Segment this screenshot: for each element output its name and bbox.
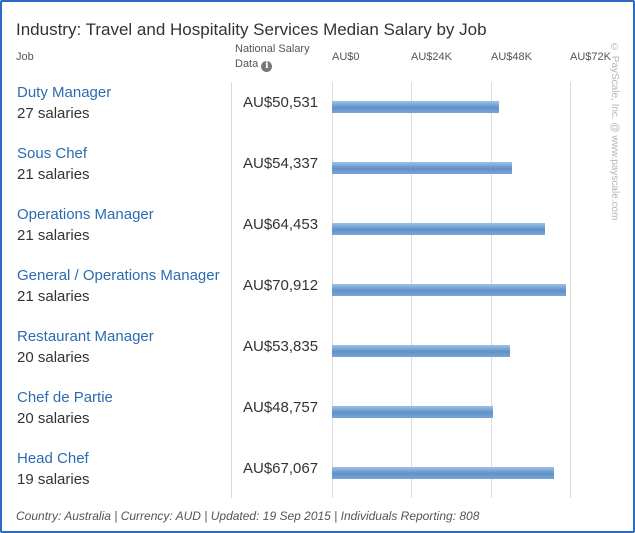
salary-count: 21 salaries: [17, 166, 90, 183]
job-link[interactable]: Operations Manager: [17, 206, 154, 223]
gridline: [570, 82, 571, 498]
salary-count: 21 salaries: [17, 288, 90, 305]
salary-bar: [332, 284, 566, 296]
salary-bar: [332, 406, 493, 418]
table-row: General / Operations Manager 21 salaries A…: [2, 267, 602, 327]
job-link[interactable]: General / Operations Manager: [17, 267, 220, 284]
watermark: © PayScale, Inc. @ www.payscale.com: [609, 42, 620, 221]
chart-title: Industry: Travel and Hospitality Service…: [16, 20, 487, 39]
salary-count: 19 salaries: [17, 471, 90, 488]
x-tick-label: AU$24K: [411, 51, 452, 63]
salary-bar: [332, 345, 510, 357]
footer-note: Country: Australia | Currency: AUD | Upd…: [16, 509, 480, 523]
median-salary-value: AU$53,835: [243, 338, 319, 355]
info-icon[interactable]: i: [261, 61, 273, 72]
job-column-header: Job: [16, 51, 34, 63]
column-divider: [231, 82, 232, 498]
salary-count: 20 salaries: [17, 410, 90, 427]
salary-bar: [332, 223, 545, 235]
national-salary-header: National Salary Data i: [235, 42, 330, 72]
table-row: Sous Chef 21 salaries AU$54,337: [2, 145, 602, 205]
median-salary-value: AU$67,067: [243, 460, 319, 477]
table-row: Restaurant Manager 20 salaries AU$53,835: [2, 328, 602, 388]
job-link[interactable]: Duty Manager: [17, 84, 112, 101]
salary-count: 21 salaries: [17, 227, 90, 244]
job-link[interactable]: Restaurant Manager: [17, 328, 154, 345]
table-row: Duty Manager 27 salaries AU$50,531: [2, 84, 602, 144]
national-salary-header-label: National Salary Data: [235, 43, 310, 70]
salary-count: 27 salaries: [17, 105, 90, 122]
table-row: Head Chef 19 salaries AU$67,067: [2, 450, 602, 510]
salary-count: 20 salaries: [17, 349, 90, 366]
salary-bar: [332, 467, 554, 479]
table-row: Chef de Partie 20 salaries AU$48,757: [2, 389, 602, 449]
median-salary-value: AU$54,337: [243, 155, 319, 172]
job-link[interactable]: Sous Chef: [17, 145, 88, 162]
salary-bar: [332, 162, 512, 174]
x-tick-label: AU$0: [332, 51, 360, 63]
median-salary-value: AU$70,912: [243, 277, 319, 294]
salary-bar: [332, 101, 499, 113]
median-salary-value: AU$50,531: [243, 94, 319, 111]
x-tick-label: AU$72K: [570, 51, 611, 63]
median-salary-value: AU$48,757: [243, 399, 319, 416]
job-link[interactable]: Chef de Partie: [17, 389, 113, 406]
x-tick-label: AU$48K: [491, 51, 532, 63]
median-salary-value: AU$64,453: [243, 216, 319, 233]
table-row: Operations Manager 21 salaries AU$64,453: [2, 206, 602, 266]
job-link[interactable]: Head Chef: [17, 450, 89, 467]
